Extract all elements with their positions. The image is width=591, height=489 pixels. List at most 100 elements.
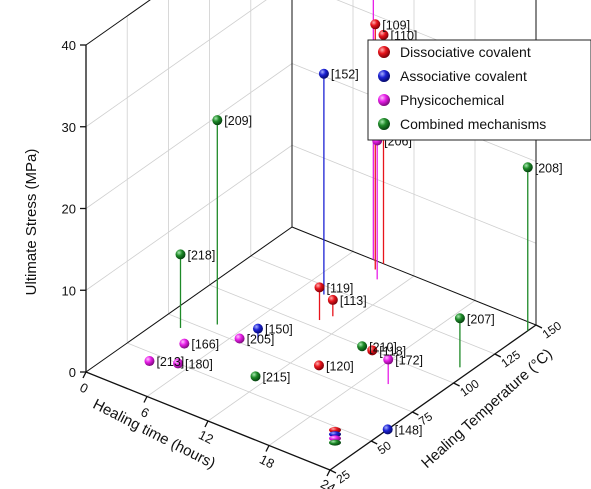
grid-line: [127, 342, 372, 442]
point-label: [208]: [535, 161, 563, 175]
point-label: [120]: [326, 359, 354, 373]
data-point: [313, 360, 324, 371]
data-point: [357, 341, 368, 352]
data-point: [173, 358, 184, 369]
y-tick-label: 50: [375, 438, 394, 457]
z-tick-label: 20: [62, 202, 76, 217]
data-point: [314, 282, 325, 293]
legend: Dissociative covalent Associative covalen…: [367, 39, 591, 141]
x-tick-label: 12: [196, 427, 216, 447]
wall-edge: [291, 226, 537, 326]
y-axis-title: Healing Temperature (°C): [418, 345, 556, 471]
drop-lines: [179, 0, 529, 385]
data-point: [370, 19, 381, 30]
legend-mini-marker: [329, 439, 341, 446]
z-tick-label: 40: [62, 38, 76, 53]
legend-entry: Associative covalent: [400, 68, 527, 84]
data-point: [234, 333, 245, 344]
y-tick-mark: [535, 324, 543, 329]
data-point: [212, 115, 223, 126]
z-tick-label: 30: [62, 120, 76, 135]
point-label: [110]: [391, 29, 418, 43]
point-label: [180]: [185, 357, 213, 371]
point-label: [205]: [247, 332, 275, 346]
legend-entry: Dissociative covalent: [400, 44, 531, 60]
data-point: [327, 294, 338, 305]
data-point: [318, 68, 329, 79]
y-axis-line: [329, 324, 537, 471]
x-tick-mark: [143, 396, 148, 403]
legend-box: [367, 39, 591, 141]
grid-line: [268, 300, 476, 446]
data-points: [144, 19, 533, 435]
grid-line: [85, 0, 151, 46]
point-label: [213]: [156, 355, 184, 369]
y-tick-mark: [329, 469, 337, 474]
z-axis-title: Ultimate Stress (MPa): [23, 149, 40, 296]
legend-marker: [378, 118, 390, 130]
legend-mini-marker: [329, 427, 341, 433]
x-tick-label: 24: [318, 476, 338, 489]
z-tick-label: 0: [69, 365, 76, 380]
point-label: [172]: [395, 354, 423, 368]
grid-line: [146, 251, 354, 397]
y-tick-mark: [370, 440, 378, 445]
x-tick-mark: [82, 371, 87, 379]
legend-entry: Physicochemical: [400, 92, 504, 108]
legend-mini-stack: [329, 427, 341, 446]
grid-line: [168, 313, 413, 413]
y-tick-mark: [453, 382, 460, 387]
chart-walls: [85, 0, 537, 471]
legend-marker: [378, 46, 390, 58]
x-tick-mark: [265, 445, 270, 452]
point-label: [119]: [327, 281, 354, 295]
point-label: [166]: [191, 338, 219, 352]
data-point: [522, 162, 533, 173]
y-tick-mark: [494, 353, 502, 358]
data-point: [378, 29, 389, 40]
grid-line: [85, 144, 293, 291]
wall-edge: [85, 0, 151, 46]
point-label: [113]: [340, 294, 367, 308]
point-labels: [204][110][109][208][206][152][113][207]…: [156, 18, 563, 437]
x-tick-label: 18: [257, 452, 277, 472]
data-point: [252, 323, 263, 334]
data-point: [367, 345, 378, 356]
point-label: [148]: [395, 423, 423, 437]
data-point: [175, 249, 186, 260]
z-tick-label: 10: [62, 283, 76, 298]
legend-mini-marker: [329, 435, 341, 442]
point-label: [209]: [224, 114, 252, 128]
point-label: [150]: [265, 323, 293, 337]
point-label: [118]: [379, 344, 406, 358]
grid-line: [85, 63, 293, 209]
grid-line: [207, 275, 415, 422]
point-label: [218]: [187, 248, 215, 262]
y-tick-label: 100: [457, 376, 482, 399]
y-tick-mark: [412, 411, 419, 416]
point-label: [109]: [382, 18, 410, 32]
data-point: [454, 313, 465, 324]
grid-line: [85, 0, 267, 128]
legend-entry: Combined mechanisms: [400, 116, 546, 132]
data-point: [250, 371, 261, 382]
y-tick-label: 150: [540, 318, 565, 341]
legend-marker: [378, 94, 390, 106]
data-point: [179, 338, 190, 349]
grid-line: [209, 284, 454, 384]
x-tick-label: 0: [77, 380, 90, 397]
data-point: [382, 424, 393, 435]
data-point: [144, 356, 155, 367]
wall-edge: [85, 226, 293, 373]
point-label: [207]: [467, 312, 495, 326]
point-label: [210]: [369, 340, 397, 354]
axis-titles: Ultimate Stress (MPa) Healing time (hour…: [23, 149, 556, 473]
point-label: [215]: [263, 370, 291, 384]
legend-mini-marker: [329, 431, 341, 438]
x-tick-mark: [204, 420, 209, 428]
grid-line: [250, 255, 495, 355]
data-point: [383, 354, 394, 365]
x-tick-mark: [326, 469, 331, 477]
point-label: [152]: [331, 68, 359, 82]
